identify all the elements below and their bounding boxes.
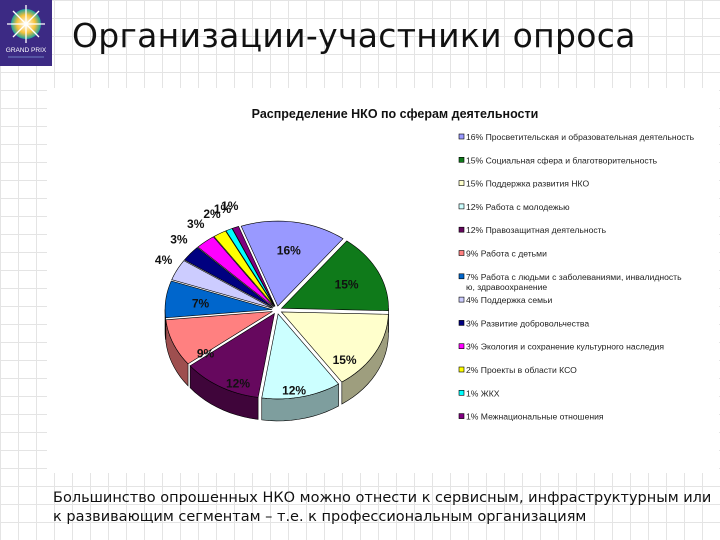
pie-data-label: 9%	[197, 347, 215, 361]
grand-prix-logo: GRAND PRIX	[0, 0, 52, 66]
caption-line-2: к развивающим сегментам – т.е. к професс…	[53, 509, 587, 525]
pie-data-label: 1%	[214, 202, 232, 216]
pie-slice	[231, 226, 276, 307]
pie-data-label: 15%	[335, 278, 359, 292]
pie-data-label: 12%	[226, 377, 250, 391]
pie-slice	[189, 312, 275, 398]
legend-swatch	[458, 180, 465, 186]
pie-data-label: 7%	[192, 297, 210, 311]
pie-data-label: 2%	[203, 207, 221, 221]
pie-data-label: 3%	[170, 232, 188, 246]
legend-item: 12% Работа с молодежью	[466, 202, 570, 212]
pie-data-label: 4%	[155, 253, 173, 267]
legend-item: 15% Социальная сфера и благотворительнос…	[466, 155, 658, 165]
legend-swatch	[458, 250, 465, 256]
legend-swatch	[458, 320, 465, 326]
pie-slice	[165, 311, 273, 365]
legend-swatch	[458, 296, 465, 303]
legend-swatch	[458, 203, 465, 210]
legend-swatch	[458, 366, 465, 373]
pie-slice	[280, 240, 389, 311]
chart-container: Распределение НКО по сферам деятельности…	[47, 88, 719, 473]
pie-chart: Распределение НКО по сферам деятельности…	[155, 107, 695, 422]
legend-swatch	[458, 389, 465, 396]
legend-item: 9% Работа с детьми	[466, 249, 547, 259]
pie-data-label: 16%	[277, 244, 301, 258]
legend-swatch	[458, 226, 465, 233]
legend-swatch	[458, 343, 465, 349]
legend-swatch	[458, 157, 465, 163]
legend-item: 12% Правозащитная деятельность	[466, 225, 607, 235]
pie-slice	[213, 230, 275, 307]
caption-line-1: Большинство опрошенных НКО можно отнести…	[53, 490, 712, 506]
pie-slice	[280, 311, 389, 383]
legend-item: 1% ЖКХ	[466, 388, 500, 398]
pie-slice	[197, 236, 275, 308]
pie-slice	[183, 247, 274, 308]
pie-slice	[225, 228, 276, 307]
pie-slice	[240, 220, 344, 307]
pie-data-label: 12%	[282, 384, 306, 398]
legend-item: 1% Межнациональные отношения	[466, 412, 604, 422]
slide-title: Организации-участники опроса	[72, 16, 636, 55]
legend-item: ю, здравоохранение	[466, 282, 547, 292]
legend-item: 7% Работа с людьми с заболеваниями, инва…	[466, 272, 682, 282]
legend-item: 4% Поддержка семьи	[466, 295, 552, 305]
legend-swatch	[458, 133, 465, 140]
legend-item: 3% Развитие добровольчества	[466, 318, 589, 328]
chart-title: Распределение НКО по сферам деятельности	[252, 107, 539, 121]
legend-swatch	[458, 413, 465, 419]
slide-caption: Большинство опрошенных НКО можно отнести…	[53, 489, 715, 527]
pie-data-label: 1%	[221, 199, 239, 213]
pie-data-label: 15%	[333, 353, 357, 367]
pie-slice	[171, 260, 273, 309]
pie-data-label: 3%	[187, 217, 205, 231]
pie-slice	[261, 313, 340, 400]
legend-swatch	[458, 273, 465, 280]
legend-item: 15% Поддержка развития НКО	[466, 179, 589, 189]
grand-prix-star-icon: GRAND PRIX	[0, 0, 52, 66]
legend-item: 2% Проекты в области КСО	[466, 365, 577, 375]
logo-text: GRAND PRIX	[6, 47, 47, 54]
legend-item: 16% Просветительская и образовательная д…	[466, 132, 695, 142]
pie-slice	[164, 280, 273, 319]
legend-item: 3% Экология и сохранение культурного нас…	[466, 342, 664, 352]
